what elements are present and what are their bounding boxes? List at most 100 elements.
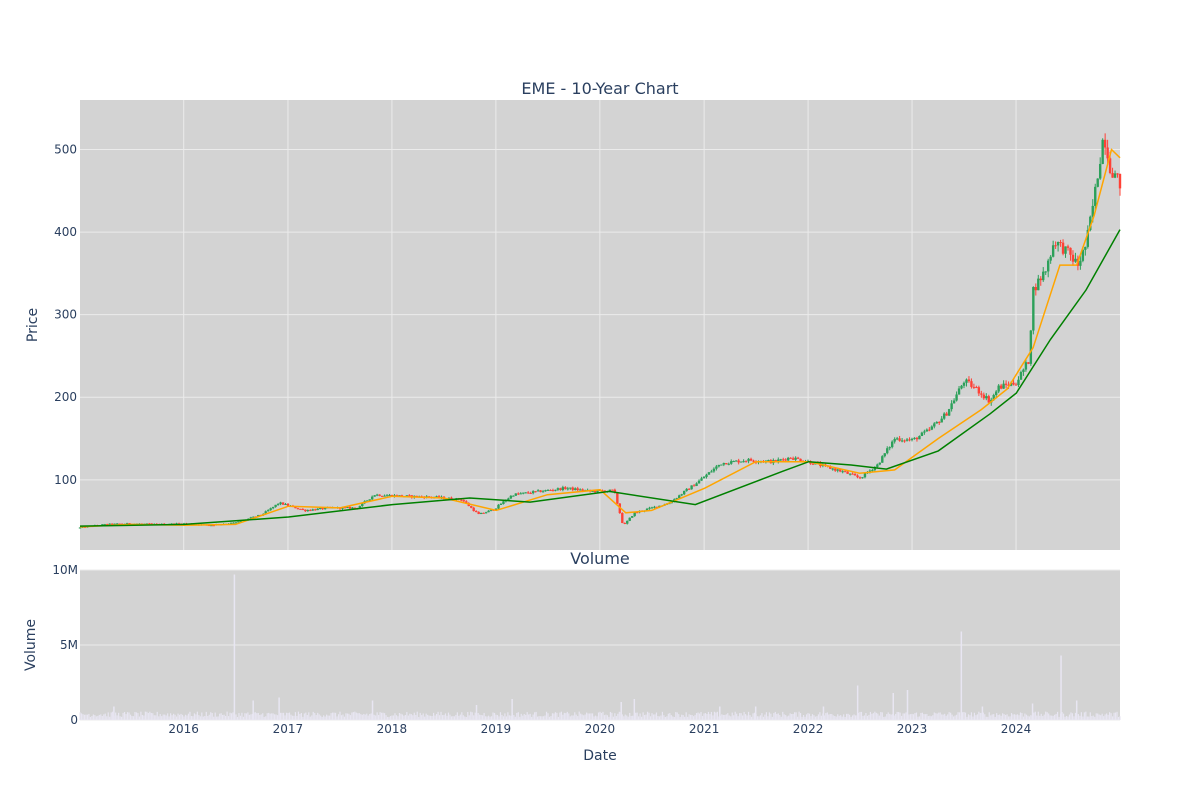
candle-body — [794, 457, 797, 460]
candle-body — [858, 477, 862, 479]
candle-body — [264, 511, 267, 515]
candle-body — [1054, 245, 1057, 247]
candle-body — [1039, 278, 1042, 281]
candle-body — [876, 464, 879, 467]
candle-body — [301, 509, 305, 511]
candle-body — [113, 523, 116, 525]
candle-body — [1056, 242, 1060, 246]
candle-body — [987, 396, 990, 403]
candle-body — [873, 466, 877, 471]
candle-body — [1042, 271, 1045, 281]
candle-body — [544, 490, 547, 492]
candle-body — [546, 489, 550, 491]
candle-body — [692, 485, 696, 487]
candle-body — [274, 504, 277, 507]
candle-body — [999, 385, 1003, 389]
candle-body — [125, 523, 129, 525]
candle-body — [957, 388, 961, 395]
candle-body — [834, 468, 837, 471]
candle-body — [938, 421, 941, 423]
candle-body — [829, 466, 832, 469]
candle-body — [361, 503, 364, 507]
candle-body — [484, 512, 488, 514]
candle-body — [551, 490, 555, 492]
candle-body — [234, 522, 238, 524]
candle-body — [782, 459, 785, 461]
candle-body — [1059, 242, 1062, 244]
candle-body — [1066, 246, 1070, 248]
candle-body — [947, 409, 951, 416]
candle-body — [616, 492, 619, 504]
candle-body — [1103, 139, 1107, 148]
candle-body — [474, 511, 478, 513]
candle-body — [727, 463, 730, 465]
candle-body — [1019, 372, 1023, 380]
candle-body — [106, 524, 109, 526]
candle-body — [118, 523, 121, 525]
candle-body — [1096, 178, 1099, 187]
candle-body — [353, 507, 357, 509]
candle-body — [1108, 158, 1112, 174]
ma-long-line — [79, 229, 1121, 527]
candle-body — [559, 488, 562, 491]
candle-body — [1014, 384, 1018, 386]
candle-body — [952, 400, 956, 404]
candle-body — [742, 461, 745, 463]
candle-body — [507, 498, 510, 501]
candle-body — [1044, 271, 1047, 273]
candle-body — [472, 507, 475, 512]
candle-body — [846, 471, 849, 474]
candle-body — [531, 491, 535, 494]
candle-body — [279, 502, 282, 505]
volume-y-tick-labels: 0 5M 10M — [52, 563, 78, 727]
candle-body — [678, 495, 681, 499]
candle-body — [1024, 362, 1028, 370]
candle-body — [903, 440, 906, 442]
candle-body — [1086, 229, 1090, 247]
candle-body — [851, 473, 854, 475]
candle-body — [286, 503, 290, 506]
candle-body — [1027, 362, 1030, 364]
candle-body — [343, 507, 347, 509]
candle-body — [591, 490, 594, 492]
candle-body — [648, 507, 651, 509]
candle-body — [841, 471, 844, 473]
x-tick-2018: 2018 — [377, 722, 408, 736]
candle-body — [888, 447, 891, 449]
candle-body — [564, 487, 567, 489]
candle-body — [707, 472, 711, 475]
candle-body — [848, 473, 852, 475]
candle-body — [985, 396, 988, 399]
candle-body — [685, 488, 688, 491]
candle-body — [115, 523, 119, 525]
candle-body — [982, 394, 986, 399]
candle-body — [281, 502, 285, 505]
candle-body — [108, 523, 111, 525]
candle-body — [831, 468, 834, 470]
candle-body — [720, 464, 723, 466]
ma-short-line — [79, 148, 1121, 528]
candle-body — [581, 489, 584, 491]
candle-body — [767, 460, 770, 462]
candle-body — [992, 394, 995, 400]
candle-body — [1029, 330, 1033, 364]
candle-body — [700, 478, 703, 481]
candle-body — [212, 525, 215, 527]
candle-body — [1079, 260, 1082, 266]
candle-body — [593, 490, 597, 493]
candle-body — [997, 385, 1000, 392]
candle-body — [970, 381, 973, 387]
candle-body — [853, 474, 857, 476]
candle-body — [309, 510, 312, 512]
candle-body — [477, 511, 480, 515]
candle-body — [695, 483, 698, 486]
candle-body — [566, 488, 570, 490]
candle-body — [1116, 173, 1119, 175]
candle-body — [980, 393, 983, 395]
candle-body — [739, 461, 743, 463]
candle-body — [1017, 379, 1020, 386]
candle-body — [920, 432, 924, 436]
price-y-tick-labels: 100 200 300 400 500 — [54, 143, 77, 487]
candle-body — [687, 488, 691, 490]
candle-body — [942, 413, 946, 419]
